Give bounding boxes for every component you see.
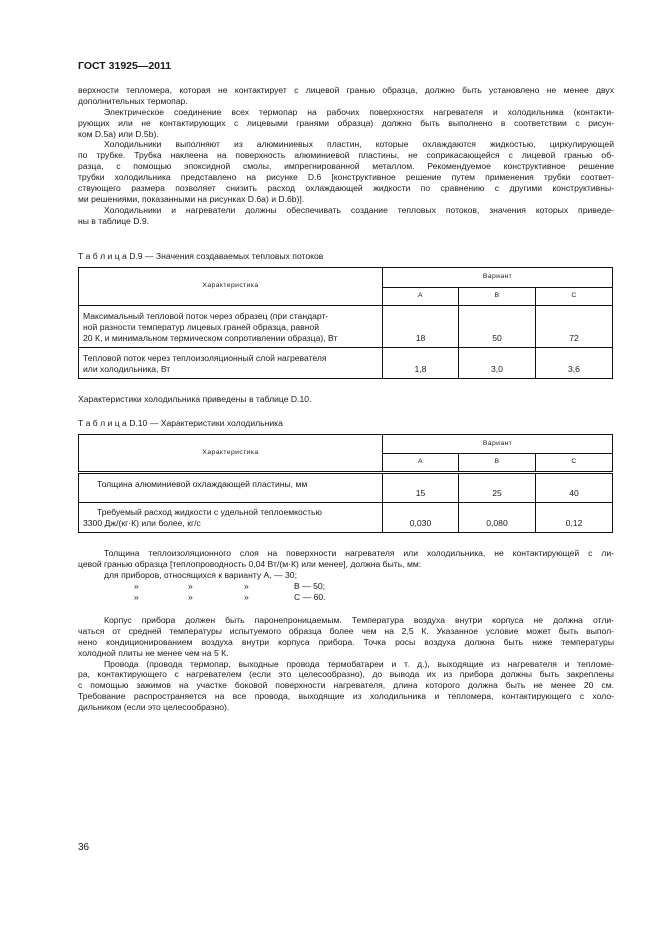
variant-c: C <box>535 453 613 473</box>
text-line: трубки холодильника представлено на рису… <box>78 172 614 183</box>
variant-a: A <box>382 287 459 306</box>
column-header-variant: Вариант <box>382 434 613 454</box>
column-header-characteristic: Характеристика <box>78 267 383 306</box>
table-d10-caption: Т а б л и ц а D.10 — Характеристики холо… <box>78 418 283 428</box>
intro-text: верхности тепломера, которая не контакти… <box>78 85 614 227</box>
text-line: Толщина теплоизоляционного слоя на повер… <box>104 548 614 558</box>
row-label: Тепловой поток через теплоизоляционный с… <box>78 347 383 379</box>
ditto-mark: » <box>188 581 193 591</box>
cell-value: 50 <box>458 305 536 348</box>
ditto-mark: » <box>244 581 249 591</box>
cell-value: 3,0 <box>458 347 536 379</box>
column-header-variant: Вариант <box>382 267 613 288</box>
document-header: ГОСТ 31925—2011 <box>78 60 172 72</box>
table-row: Толщина алюминиевой охлаждающей пластины… <box>78 471 613 503</box>
cell-value: 18 <box>382 305 459 348</box>
ditto-mark: » <box>134 592 139 602</box>
cell-value: 40 <box>535 471 613 503</box>
row-label: Толщина алюминиевой охлаждающей пластины… <box>78 471 383 503</box>
cell-value: 0,12 <box>535 502 613 533</box>
ditto-mark: » <box>188 592 193 602</box>
table-row: Тепловой поток через теплоизоляционный с… <box>78 347 613 379</box>
text-line: ми решениями, показанными на рисунках D.… <box>78 193 305 204</box>
text-line: Холодильники и нагреватели должны обеспе… <box>104 204 614 215</box>
table-row: Требуемый расход жидкости с удельной теп… <box>78 502 613 533</box>
variant-b: B <box>458 453 536 473</box>
text-line: разца, с помощью эпоксидной смолы, импре… <box>78 161 614 172</box>
text-line: ствующего размера позволяет снизить расх… <box>78 183 614 194</box>
cell-value: 0,030 <box>382 502 459 533</box>
insulation-paragraph: Толщина теплоизоляционного слоя на повер… <box>78 548 614 570</box>
cell-value: 0,080 <box>458 502 536 533</box>
list-item-a: для приборов, относящихся к варианту А, … <box>104 570 297 580</box>
text-line: ра, контактирующего с нагревателем (если… <box>78 669 614 680</box>
text-line: Провода (провода термопар, выходные пров… <box>104 658 614 669</box>
caption-prefix: Т а б л и ц а <box>78 251 127 261</box>
table-d10-reference: Характеристики холодильника приведены в … <box>78 394 312 404</box>
ditto-mark: » <box>244 592 249 602</box>
row-label: Максимальный тепловой поток через образе… <box>78 305 383 348</box>
text-line: рующих или не контактирующих с лицевыми … <box>78 117 614 128</box>
text-line: Холодильники выполняют из алюминиевых пл… <box>104 139 614 150</box>
ditto-mark: » <box>134 581 139 591</box>
caption-text: D.10 — Характеристики холодильника <box>129 418 283 428</box>
text-line: нено кондиционированием воздуха внутри к… <box>78 636 614 647</box>
table-d9: Характеристика Вариант A B C Максимальны… <box>78 267 613 379</box>
cell-value: 3,6 <box>535 347 613 379</box>
cell-value: 72 <box>535 305 613 348</box>
text-line: с помощью зажимов на участке боковой пов… <box>78 680 614 691</box>
table-d10: Характеристика Вариант A B C Толщина алю… <box>78 434 613 533</box>
text-line: цевой гранью образца [теплопроводность 0… <box>78 558 422 569</box>
closing-text: Корпус прибора должен быть паронепроница… <box>78 615 614 713</box>
text-line: по трубке. Трубка наклеена на поверхност… <box>78 150 614 161</box>
text-line: Требование распространяется на все прово… <box>78 691 614 702</box>
text-line: Корпус прибора должен быть паронепроница… <box>104 615 614 625</box>
text-line: холодной плиты не менее чем на 5 К. <box>78 647 229 658</box>
variant-b: B <box>458 287 536 306</box>
list-item-c: С — 60. <box>294 592 326 602</box>
caption-text: D.9 — Значения создаваемых тепловых пото… <box>129 251 324 261</box>
text-line: дильником (если это целесообразно). <box>78 702 230 713</box>
caption-prefix: Т а б л и ц а <box>78 418 127 428</box>
variant-a: A <box>382 453 459 473</box>
list-item-b: В — 50; <box>294 581 326 591</box>
table-d9-caption: Т а б л и ц а D.9 — Значения создаваемых… <box>78 251 323 261</box>
table-row: Максимальный тепловой поток через образе… <box>78 305 613 348</box>
page-number: 36 <box>78 842 90 853</box>
text-line: ком D.5a) или D.5b). <box>78 128 159 139</box>
text-line: Электрическое соединение всех термопар н… <box>104 106 614 117</box>
row-label: Требуемый расход жидкости с удельной теп… <box>78 502 383 533</box>
cell-value: 15 <box>382 471 459 503</box>
cell-value: 1,8 <box>382 347 459 379</box>
text-line: ны в таблице D.9. <box>78 215 149 226</box>
variant-c: C <box>535 287 613 306</box>
column-header-characteristic: Характеристика <box>78 434 383 473</box>
text-line: чаться от средней температуры испытуемог… <box>78 625 614 636</box>
cell-value: 25 <box>458 471 536 503</box>
text-line: дополнительных термопар. <box>78 95 188 106</box>
text-line: верхности тепломера, которая не контакти… <box>78 85 614 95</box>
